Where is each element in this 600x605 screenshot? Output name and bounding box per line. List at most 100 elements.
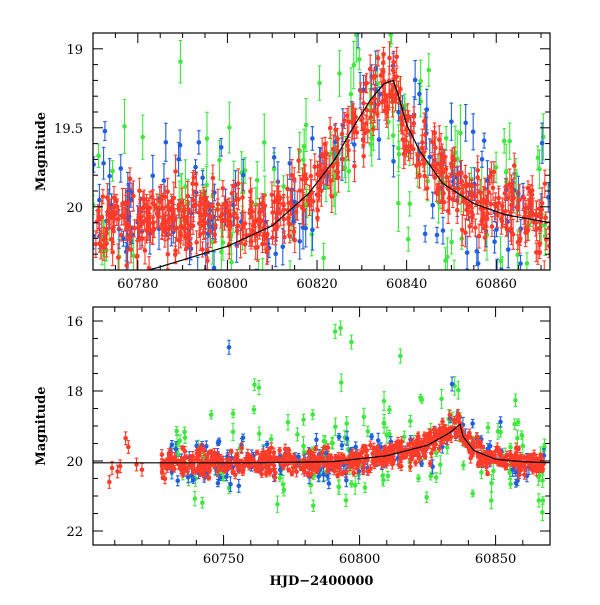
data-point: [134, 254, 140, 259]
data-point: [507, 138, 513, 144]
data-point: [510, 190, 515, 195]
data-point: [165, 189, 170, 194]
data-point: [537, 473, 542, 479]
data-point: [385, 473, 391, 479]
data-point: [166, 204, 171, 210]
data-point: [250, 458, 255, 463]
data-point: [110, 249, 115, 255]
data-point: [361, 100, 366, 106]
data-point: [109, 237, 114, 242]
data-point: [261, 453, 266, 458]
error-bar: [495, 258, 499, 270]
data-point: [291, 229, 297, 235]
data-point: [112, 216, 117, 221]
data-point: [183, 246, 189, 252]
data-point: [96, 153, 101, 159]
data-point: [422, 450, 427, 455]
data-point: [126, 444, 131, 450]
data-point: [289, 173, 295, 178]
data-point: [363, 121, 369, 126]
data-point: [229, 259, 234, 265]
data-point: [346, 168, 352, 174]
data-point: [99, 214, 105, 220]
error-bar: [195, 256, 200, 270]
data-point: [296, 454, 301, 460]
data-point: [484, 201, 489, 207]
data-point: [485, 471, 490, 476]
data-point: [321, 472, 326, 477]
y-tick-label: 19.5: [54, 122, 83, 137]
data-point: [205, 458, 210, 463]
data-point: [177, 463, 183, 468]
data-point: [416, 434, 421, 439]
data-point: [174, 428, 179, 434]
data-point: [140, 134, 146, 140]
data-point: [162, 194, 168, 200]
data-point: [264, 442, 270, 447]
data-point: [161, 178, 167, 183]
data-point: [197, 203, 203, 209]
data-point: [394, 54, 399, 60]
data-point: [204, 182, 209, 188]
data-point: [166, 226, 172, 232]
data-point: [537, 250, 543, 255]
data-point: [529, 192, 535, 198]
data-point: [438, 146, 444, 151]
data-point: [217, 157, 222, 163]
data-point: [310, 412, 316, 417]
data-point: [310, 136, 315, 141]
data-point: [417, 91, 422, 97]
data-point: [200, 175, 205, 181]
data-point: [368, 466, 373, 472]
data-point: [258, 457, 263, 462]
data-point: [93, 233, 96, 239]
data-point: [348, 91, 354, 97]
data-point: [225, 223, 231, 229]
data-point: [273, 470, 278, 475]
data-point: [361, 464, 366, 469]
data-point: [175, 478, 181, 484]
data-point: [503, 208, 508, 214]
data-point: [375, 55, 381, 61]
data-point: [121, 236, 126, 241]
data-point: [200, 467, 205, 473]
data-point: [180, 323, 185, 328]
error-bar: [499, 268, 504, 270]
data-point: [310, 227, 315, 233]
y-tick-label: 20: [66, 201, 83, 216]
data-point: [234, 228, 240, 234]
data-point: [368, 100, 374, 106]
data-point: [319, 188, 324, 194]
data-point: [98, 318, 103, 323]
data-point: [169, 469, 175, 475]
data-point: [508, 444, 513, 450]
data-point: [470, 129, 476, 135]
data-point: [139, 221, 145, 227]
data-point: [211, 265, 217, 270]
data-point: [475, 199, 481, 205]
data-point: [254, 177, 260, 183]
data-point: [524, 261, 530, 266]
data-point: [169, 442, 175, 448]
data-point: [356, 57, 362, 62]
data-point: [228, 448, 234, 454]
data-point: [93, 162, 96, 167]
data-point: [255, 244, 260, 250]
data-point: [492, 202, 498, 208]
data-point: [122, 124, 127, 129]
data-point: [430, 139, 435, 145]
data-point: [230, 429, 236, 435]
data-point: [486, 189, 491, 195]
data-point: [287, 234, 293, 239]
data-point: [180, 445, 185, 451]
plot-area: [93, 33, 550, 328]
data-point: [387, 445, 392, 450]
data-point: [398, 457, 403, 462]
data-point: [510, 467, 515, 472]
data-point: [346, 147, 351, 153]
data-point: [113, 198, 119, 204]
data-point: [464, 201, 469, 206]
data-point: [177, 438, 183, 444]
error-bar: [470, 291, 474, 311]
data-point: [508, 481, 513, 487]
